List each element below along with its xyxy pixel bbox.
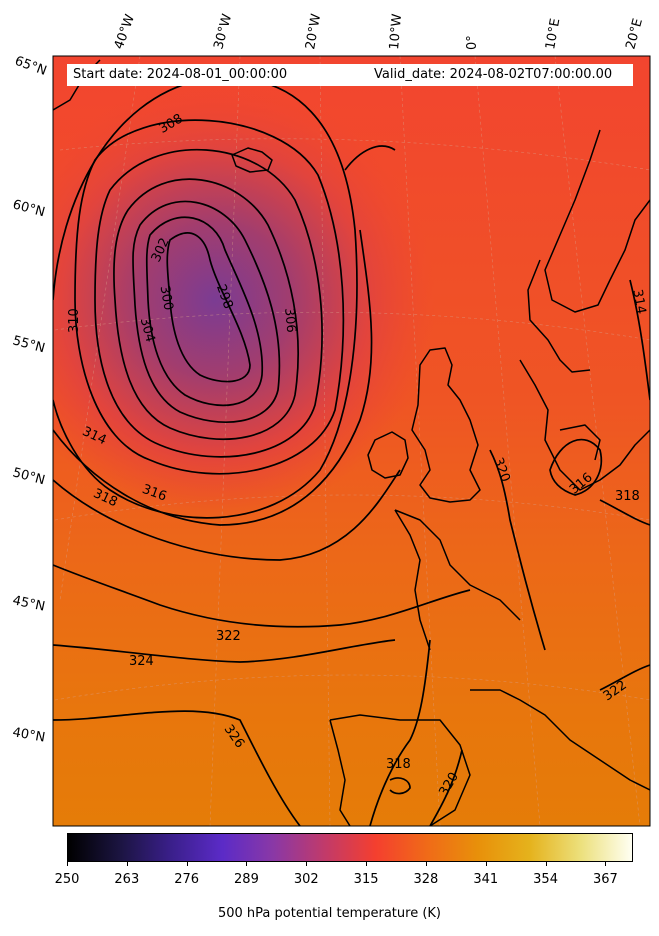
contour-label: 304 [137, 316, 158, 344]
colorbar-tick-label: 263 [114, 872, 140, 887]
contour-label: 318 [386, 757, 411, 772]
lon-label: 0° [465, 35, 480, 50]
lat-label: 55°N [11, 333, 47, 356]
colorbar-label: 500 hPa potential temperature (K) [217, 906, 441, 921]
map-frame [52, 55, 651, 827]
colorbar-tick [126, 862, 128, 866]
lon-label: 20°E [623, 17, 646, 51]
colorbar-tick [485, 862, 487, 866]
lat-label: 50°N [11, 465, 47, 488]
valid-date-text: Valid_date: 2024-08-02T07:00:00.00 [374, 67, 613, 82]
colorbar-tick-label: 302 [293, 872, 319, 887]
colorbar-tick-label: 328 [413, 872, 439, 887]
lon-label: 10°E [543, 17, 563, 50]
latitude-labels: 65°N 60°N 55°N 50°N 45°N 40°N [11, 54, 49, 746]
colorbar-tick-label: 367 [592, 872, 618, 887]
colorbar-tick [246, 862, 248, 866]
contour-label: 322 [216, 629, 241, 644]
colorbar-tick [306, 862, 308, 866]
colorbar-tick [545, 862, 547, 866]
lon-label: 30°W [211, 12, 235, 51]
colorbar-tick [67, 862, 68, 866]
contour-label: 300 [157, 285, 176, 312]
contour-label: 306 [281, 307, 298, 333]
colorbar-tick-label: 250 [54, 872, 80, 887]
colorbar-tick [366, 862, 368, 866]
contour-label: 310 [67, 308, 82, 333]
start-date-text: Start date: 2024-08-01_00:00:00 [73, 67, 288, 82]
colorbar-tick [605, 862, 607, 866]
contour-lines [53, 77, 650, 826]
lon-label: 20°W [303, 13, 324, 51]
lon-label: 40°W [112, 12, 138, 51]
map-field [53, 56, 650, 826]
colorbar-tick-label: 276 [174, 872, 200, 887]
contour-label: 318 [615, 489, 640, 504]
lon-label: 10°W [387, 13, 405, 50]
longitude-labels: 40°W 30°W 20°W 10°W 0° 10°E 20°E [112, 12, 646, 51]
colorbar [67, 833, 633, 862]
colorbar-tick-label: 315 [353, 872, 379, 887]
lat-label: 60°N [11, 197, 47, 220]
colorbar-tick-label: 341 [473, 872, 499, 887]
lat-label: 40°N [11, 725, 46, 745]
colorbar-tick-label: 289 [234, 872, 259, 887]
colorbar-ticks: 250 263 276 289 302 315 328 341 354 367 [55, 862, 633, 887]
date-header-box [67, 64, 633, 86]
colorbar-tick-label: 354 [533, 872, 558, 887]
lat-label: 45°N [11, 593, 46, 614]
colorbar-tick [425, 862, 427, 866]
lat-label: 65°N [13, 54, 49, 79]
colorbar-tick [186, 862, 188, 866]
contour-label: 324 [129, 654, 154, 669]
contour-label: 314 [629, 288, 648, 315]
